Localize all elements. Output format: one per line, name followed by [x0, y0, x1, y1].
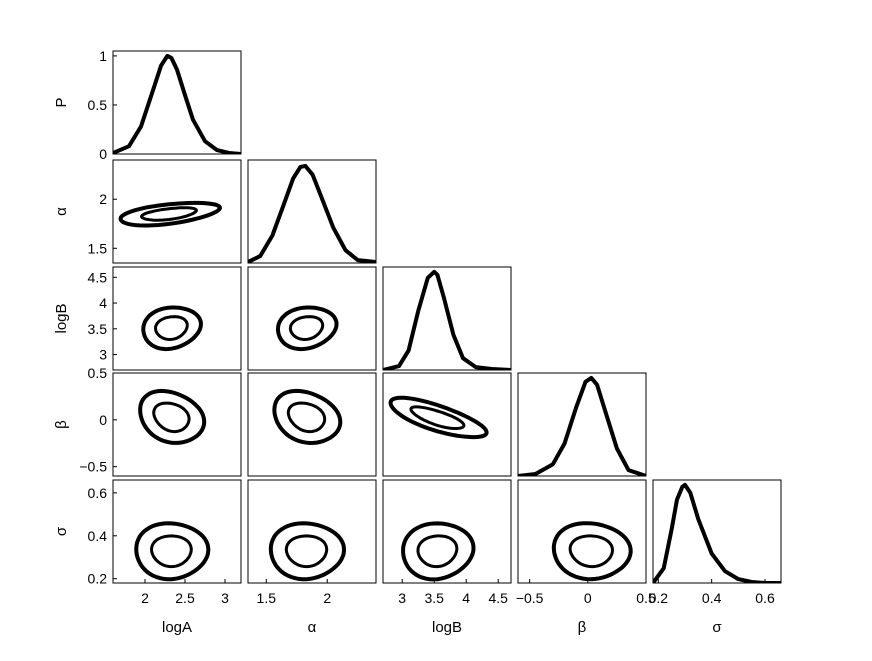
x-axis-title-sigma: σ [712, 619, 722, 636]
panel-frame [382, 372, 512, 477]
x-tick-label: 3.5 [424, 590, 444, 606]
x-tick-label: 2 [141, 590, 149, 606]
row-label-density: P [53, 97, 70, 107]
y-tick-label: 0 [99, 412, 107, 428]
marginal-curve-beta [518, 375, 646, 476]
panel-frame [652, 479, 782, 584]
panel-frame [517, 479, 647, 584]
x-tick-label: 0.4 [702, 590, 722, 606]
contour-outer [388, 395, 489, 440]
y-tick-label: −0.5 [79, 459, 107, 475]
panel-alpha-vs-beta [247, 372, 377, 477]
contour-outer [141, 305, 203, 352]
contour-inner [409, 405, 466, 430]
panel-frame [247, 266, 377, 371]
row-label-logB: logB [53, 303, 70, 333]
panel-alpha-vs-logB [247, 266, 377, 371]
y-tick-label: 2 [99, 191, 107, 207]
panel-beta-marginal [517, 372, 647, 477]
contour-inner [288, 315, 325, 341]
panel-logB-vs-sigma [382, 479, 512, 584]
y-tick-label: 0.5 [88, 365, 108, 381]
row-label-alpha: α [53, 207, 70, 216]
x-axis-title-beta: β [578, 619, 587, 636]
x-tick-label: 0.6 [755, 590, 775, 606]
y-tick-label: 1.5 [88, 240, 108, 256]
contour-outer [276, 305, 339, 352]
marginal-curve-logA [113, 53, 241, 154]
panel-beta-vs-sigma [517, 479, 647, 584]
contour-outer [118, 200, 222, 228]
contour-inner [153, 315, 189, 342]
contour-inner [152, 401, 191, 434]
x-tick-label: 0 [584, 590, 592, 606]
y-tick-label: 4.5 [88, 269, 108, 285]
panel-logA-vs-beta [112, 372, 242, 477]
contour-inner [140, 206, 198, 222]
x-axis-title-logA: logA [162, 619, 192, 636]
x-tick-label: 0.5 [636, 590, 656, 606]
row-label-beta: β [53, 420, 70, 429]
x-axis-title-logB: logB [432, 619, 462, 636]
marginal-curve-alpha [248, 163, 376, 263]
panel-frame [112, 50, 242, 155]
marginal-curve-sigma [653, 482, 781, 583]
y-tick-label: 0 [99, 146, 107, 162]
panel-frame [247, 159, 377, 264]
contour-outer [401, 521, 476, 582]
panel-frame [382, 266, 512, 371]
x-tick-label: 3 [221, 590, 229, 606]
y-tick-label: 0.4 [88, 528, 108, 544]
panel-frame [112, 372, 242, 477]
row-label-sigma: σ [53, 526, 70, 536]
x-tick-label: −0.5 [516, 590, 544, 606]
x-tick-label: 1.5 [257, 590, 277, 606]
contour-inner [284, 534, 329, 569]
y-tick-label: 0.6 [88, 485, 108, 501]
x-tick-label: 2 [323, 590, 331, 606]
x-tick-label: 4.5 [488, 590, 508, 606]
x-axis-title-alpha: α [308, 619, 317, 636]
x-tick-label: 2.5 [175, 590, 195, 606]
contour-outer [551, 521, 633, 582]
panel-frame [112, 159, 242, 264]
y-tick-label: 3.5 [88, 321, 108, 337]
y-tick-label: 0.2 [88, 571, 108, 587]
marginal-curve-logB [383, 269, 511, 370]
contour-inner [286, 401, 327, 434]
panel-logA-marginal [112, 50, 242, 155]
panel-sigma-marginal [652, 479, 782, 584]
panel-logB-vs-beta [382, 372, 512, 477]
contour-outer [272, 388, 343, 446]
contour-inner [149, 534, 193, 569]
panel-frame [247, 372, 377, 477]
contour-outer [138, 388, 207, 445]
contour-inner [416, 534, 459, 569]
panel-frame [112, 479, 242, 584]
panel-frame [382, 479, 512, 584]
x-tick-label: 0.2 [649, 590, 669, 606]
panel-alpha-vs-sigma [247, 479, 377, 584]
panel-frame [247, 479, 377, 584]
contour-outer [268, 521, 347, 582]
y-tick-label: 1 [99, 48, 107, 64]
contour-inner [568, 534, 615, 569]
panel-logA-vs-logB [112, 266, 242, 371]
x-tick-label: 4 [462, 590, 470, 606]
y-tick-label: 3 [99, 347, 107, 363]
panel-logA-vs-alpha [112, 159, 242, 264]
x-tick-label: 3 [398, 590, 406, 606]
contour-outer [134, 521, 211, 582]
panel-logA-vs-sigma [112, 479, 242, 584]
panel-frame [112, 266, 242, 371]
y-tick-label: 4 [99, 295, 107, 311]
panel-alpha-marginal [247, 159, 377, 264]
panel-logB-marginal [382, 266, 512, 371]
y-tick-label: 0.5 [88, 97, 108, 113]
panel-frame [517, 372, 647, 477]
